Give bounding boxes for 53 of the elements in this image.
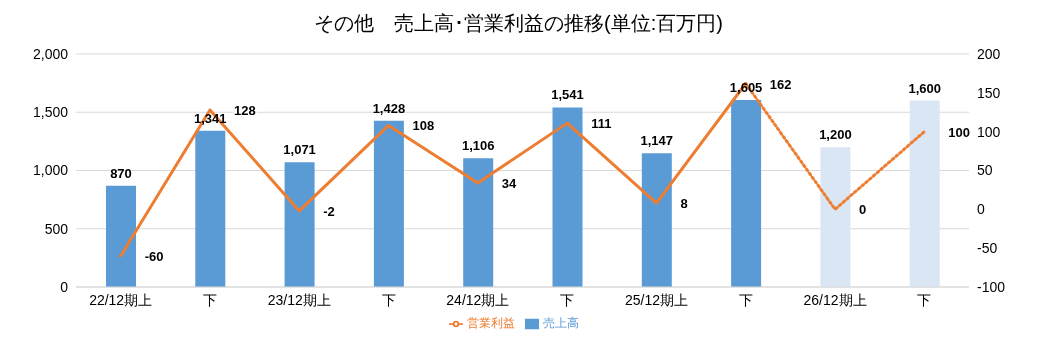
x-tick-label: 22/12期上 (89, 291, 153, 308)
chart-title: その他 売上高･営業利益の推移(単位:百万円) (313, 11, 724, 36)
data-label: -60 (144, 248, 164, 264)
data-label: 0 (859, 202, 867, 218)
y-tick-label: 500 (44, 220, 69, 237)
bar (641, 153, 672, 287)
data-label: 1,200 (819, 127, 852, 143)
x-tick-label: 下 (202, 291, 217, 308)
x-tick-label: 24/12期上 (446, 291, 510, 308)
x-tick-label: 25/12期上 (624, 291, 688, 308)
bar (909, 100, 940, 287)
x-tick-label: 下 (738, 291, 753, 308)
bar (106, 185, 136, 287)
y2-tick-label: -50 (977, 240, 998, 257)
data-label: 870 (110, 165, 132, 181)
data-label: 1,428 (372, 100, 406, 116)
y2-tick-label: 0 (977, 201, 985, 218)
y2-tick-label: 200 (977, 45, 1001, 62)
x-tick-label: 下 (560, 291, 575, 308)
y2-tick-label: -100 (977, 278, 1006, 295)
bar (195, 130, 226, 287)
y2-tick-label: 150 (977, 84, 1001, 101)
data-label: 1,600 (908, 80, 941, 96)
bar (552, 107, 583, 287)
data-label: 108 (412, 118, 435, 134)
x-tick-label: 23/12期上 (267, 291, 331, 308)
data-label: 8 (680, 196, 688, 212)
y-tick-label: 2,000 (32, 45, 69, 62)
y-tick-label: 0 (60, 278, 69, 295)
legend-label: 売上高 (542, 316, 579, 330)
x-tick-label: 下 (917, 291, 932, 308)
data-label: 128 (233, 102, 256, 118)
data-label: -2 (323, 203, 335, 219)
bar (731, 100, 762, 287)
bar (373, 120, 404, 287)
data-label: 1,071 (283, 142, 316, 158)
legend-label: 営業利益 (466, 316, 515, 330)
x-tick-label: 下 (381, 291, 396, 308)
bar (463, 158, 494, 287)
data-label: 111 (591, 116, 612, 132)
data-label: 34 (501, 175, 518, 191)
data-label: 1,106 (461, 138, 495, 154)
y-tick-label: 1,000 (32, 162, 69, 179)
y-tick-label: 1,500 (32, 104, 69, 121)
bar (820, 147, 851, 287)
y2-tick-label: 100 (977, 123, 1001, 140)
y2-tick-label: 50 (977, 162, 993, 179)
bar (284, 162, 315, 287)
x-tick-label: 26/12期上 (803, 291, 867, 308)
data-label: 100 (948, 124, 971, 140)
data-label: 1,541 (551, 87, 584, 103)
data-label: 1,147 (640, 133, 674, 149)
data-label: 162 (769, 76, 792, 92)
